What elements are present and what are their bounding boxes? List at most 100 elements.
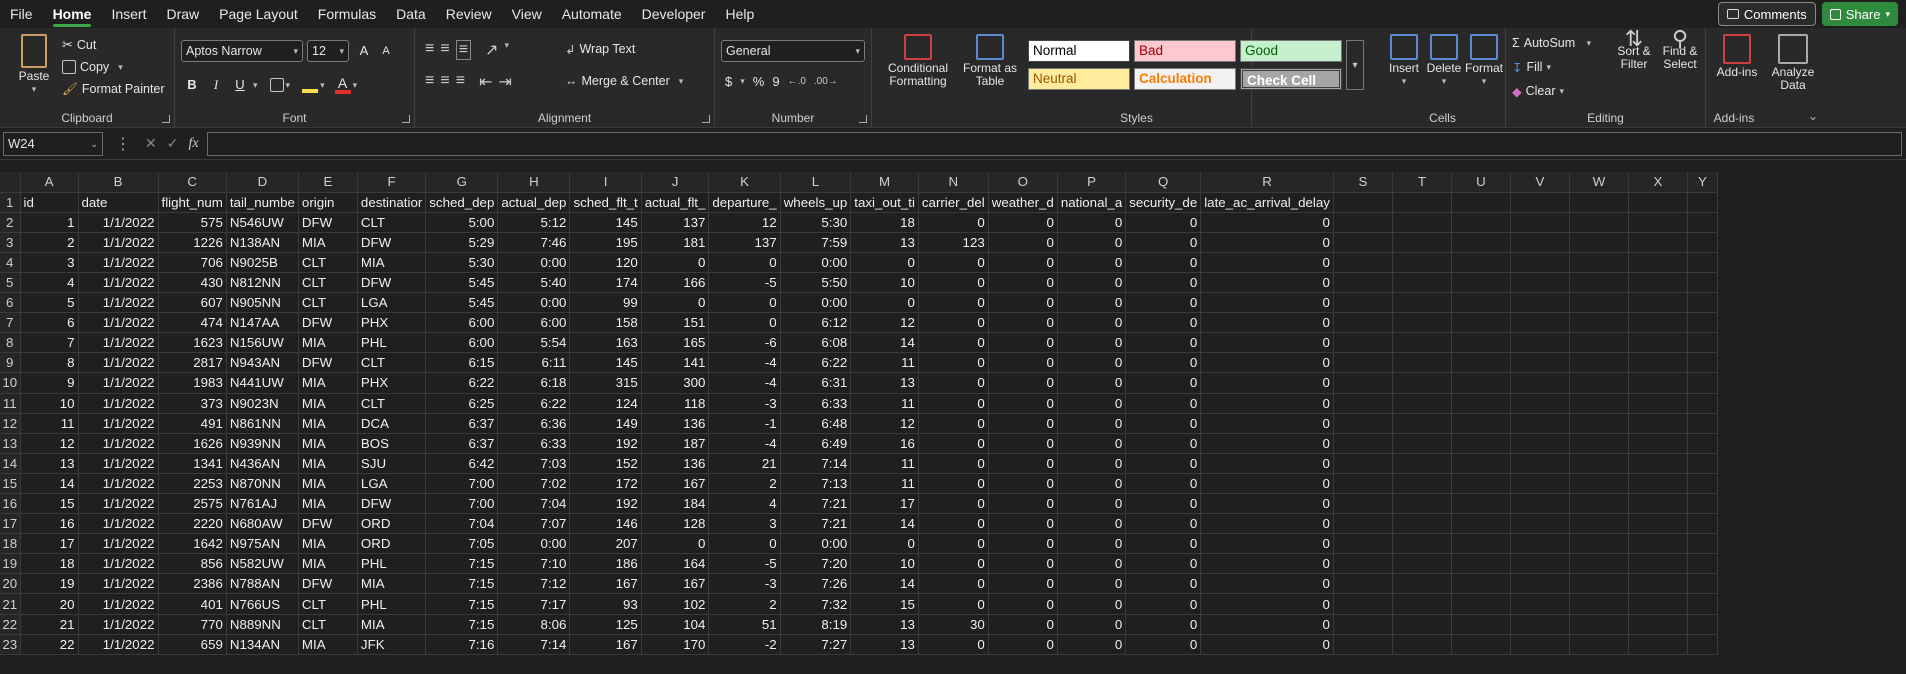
cell[interactable]	[1510, 453, 1570, 474]
analyze-data-button[interactable]: Analyze Data	[1768, 34, 1818, 92]
cell[interactable]: N870NN	[226, 473, 299, 495]
row-header[interactable]: 6	[0, 292, 21, 314]
cell[interactable]: 0	[850, 292, 919, 314]
cell[interactable]: LGA	[357, 292, 427, 314]
cell[interactable]: 0:00	[780, 533, 852, 555]
cell[interactable]: LGA	[357, 473, 427, 495]
cell[interactable]: 0	[1125, 413, 1202, 434]
column-header[interactable]: U	[1451, 172, 1511, 193]
cell[interactable]: 0	[918, 553, 989, 575]
cell[interactable]	[1569, 634, 1629, 655]
cell[interactable]: 0	[708, 533, 781, 555]
cell[interactable]: 0	[1200, 232, 1334, 253]
cell[interactable]	[1451, 292, 1511, 314]
cell[interactable]: 170	[641, 634, 710, 655]
font-family-select[interactable]: Aptos Narrow ▾	[181, 40, 303, 62]
cell[interactable]: 8:06	[497, 614, 571, 635]
column-header[interactable]: T	[1392, 172, 1452, 193]
cell[interactable]	[1569, 272, 1629, 294]
cell[interactable]: MIA	[298, 493, 358, 515]
cell[interactable]: CLT	[357, 352, 427, 374]
cell[interactable]: CLT	[357, 393, 427, 414]
cell[interactable]: -4	[708, 433, 781, 454]
cell[interactable]: 9	[20, 372, 79, 394]
cell[interactable]: 575	[158, 212, 227, 233]
cell[interactable]	[1392, 573, 1452, 595]
cell[interactable]: 158	[569, 312, 642, 334]
cell[interactable]: -1	[708, 413, 781, 434]
cell[interactable]	[1628, 252, 1688, 273]
cell[interactable]	[1392, 553, 1452, 575]
cell[interactable]	[1569, 513, 1629, 535]
cell[interactable]	[1687, 453, 1718, 474]
cell[interactable]	[1628, 352, 1688, 374]
cell[interactable]: -6	[708, 332, 781, 354]
menu-insert[interactable]: Insert	[111, 6, 147, 22]
cell[interactable]: 0	[1200, 513, 1334, 535]
cell[interactable]: 659	[158, 634, 227, 655]
cell[interactable]: security_de	[1125, 192, 1202, 213]
cell[interactable]: N680AW	[226, 513, 299, 535]
cell[interactable]: 0	[918, 332, 989, 354]
cell[interactable]: 1/1/2022	[78, 413, 159, 434]
format-cells-button[interactable]: Format ▾	[1465, 34, 1503, 88]
cell[interactable]: 6:18	[497, 372, 571, 394]
cell[interactable]	[1333, 413, 1393, 434]
menu-help[interactable]: Help	[725, 6, 755, 22]
cell[interactable]	[1510, 614, 1570, 635]
cell[interactable]: 4	[708, 493, 781, 515]
merge-center-button[interactable]: ↔ Merge & Center ▾	[565, 70, 683, 92]
cell[interactable]	[1333, 252, 1393, 273]
cell[interactable]: 0	[1125, 533, 1202, 555]
cell[interactable]: 18	[20, 553, 79, 575]
cell[interactable]	[1392, 634, 1452, 655]
cell[interactable]	[1628, 212, 1688, 233]
cell[interactable]: 13	[850, 614, 919, 635]
cell[interactable]	[1510, 533, 1570, 555]
cell[interactable]: 0:00	[780, 252, 852, 273]
cell[interactable]: 0	[918, 352, 989, 374]
cell[interactable]: 0	[918, 252, 989, 273]
cell[interactable]: CLT	[298, 272, 358, 294]
cell[interactable]: N905NN	[226, 292, 299, 314]
cell[interactable]: 474	[158, 312, 227, 334]
cell[interactable]	[1392, 433, 1452, 454]
cell[interactable]: MIA	[357, 614, 427, 635]
cell[interactable]: 7:00	[425, 473, 499, 495]
cell[interactable]: 186	[569, 553, 642, 575]
insert-cells-button[interactable]: Insert ▾	[1386, 34, 1422, 88]
column-header[interactable]: S	[1333, 172, 1393, 193]
addins-button[interactable]: Add-ins	[1714, 34, 1760, 79]
cell[interactable]: ORD	[357, 513, 427, 535]
cell[interactable]: N761AJ	[226, 493, 299, 515]
cell[interactable]: 11	[850, 473, 919, 495]
cell[interactable]: 11	[850, 393, 919, 414]
cell[interactable]: MIA	[298, 433, 358, 454]
cell[interactable]: 6:22	[425, 372, 499, 394]
cell[interactable]: 7:21	[780, 513, 852, 535]
align-top-icon[interactable]: ≡	[425, 40, 435, 57]
cell[interactable]: -4	[708, 372, 781, 394]
chevron-down-icon[interactable]: ▾	[285, 79, 291, 90]
more-icon[interactable]: ⋮	[115, 135, 131, 153]
cell[interactable]	[1628, 393, 1688, 414]
cell[interactable]: PHX	[357, 312, 427, 334]
cell[interactable]	[1333, 614, 1393, 635]
cell[interactable]: 1/1/2022	[78, 453, 159, 474]
cell[interactable]: -5	[708, 553, 781, 575]
cell[interactable]: 0	[1125, 212, 1202, 233]
cell[interactable]: 0	[1125, 553, 1202, 575]
cell[interactable]	[1451, 453, 1511, 474]
cell[interactable]: 5:40	[497, 272, 571, 294]
cell[interactable]: 6:08	[780, 332, 852, 354]
cell[interactable]: 128	[641, 513, 710, 535]
enter-icon[interactable]: ✓	[166, 135, 179, 151]
cell[interactable]	[1510, 212, 1570, 233]
cell[interactable]	[1451, 573, 1511, 595]
row-header[interactable]: 12	[0, 413, 21, 434]
cell[interactable]: 5:54	[497, 332, 571, 354]
cell[interactable]: 5:30	[425, 252, 499, 273]
cell[interactable]: 1/1/2022	[78, 272, 159, 294]
cell[interactable]: 6:00	[425, 312, 499, 334]
cell[interactable]: 14	[850, 332, 919, 354]
